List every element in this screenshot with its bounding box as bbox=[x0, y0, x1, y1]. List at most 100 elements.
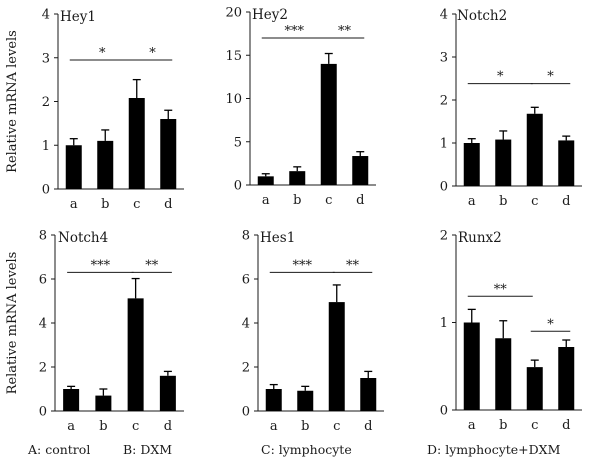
y-tick-label: 10 bbox=[225, 92, 242, 107]
significance-label: * bbox=[497, 70, 504, 85]
x-tick-label: b bbox=[101, 197, 109, 212]
bar bbox=[63, 389, 80, 411]
legend-lymphocyte-dxm: D: lymphocyte+DXM bbox=[427, 442, 561, 457]
bar bbox=[297, 390, 314, 411]
x-tick-label: b bbox=[99, 419, 107, 434]
bar bbox=[360, 378, 377, 411]
y-tick-label: 8 bbox=[39, 229, 47, 244]
y-tick-label: 4 bbox=[440, 8, 448, 23]
x-tick-label: c bbox=[132, 419, 139, 434]
legend-dxm: B: DXM bbox=[123, 442, 172, 457]
significance-label: ** bbox=[346, 258, 360, 273]
y-tick-label: 2 bbox=[242, 361, 250, 376]
bar bbox=[352, 156, 369, 185]
x-tick-label: a bbox=[262, 193, 270, 208]
x-tick-label: d bbox=[164, 419, 172, 434]
y-tick-label: 0 bbox=[242, 405, 250, 420]
bar bbox=[463, 322, 480, 410]
significance-label: * bbox=[99, 46, 106, 61]
significance-label: * bbox=[149, 46, 156, 61]
x-tick-label: d bbox=[562, 194, 570, 209]
y-tick-label: 0 bbox=[42, 183, 50, 198]
bar bbox=[558, 140, 575, 186]
x-tick-label: d bbox=[364, 419, 372, 434]
y-axis-label: Relative mRNA levels bbox=[5, 30, 20, 173]
y-tick-label: 6 bbox=[39, 273, 47, 288]
chart-title: Hey2 bbox=[252, 7, 288, 23]
panel-hey1: 0 1 2 3 4 Hey1 Relative mRNA levels a b c d * * bbox=[5, 8, 184, 212]
bar bbox=[495, 338, 512, 410]
bar bbox=[495, 139, 512, 186]
chart-title: Runx2 bbox=[458, 230, 502, 246]
x-tick-label: d bbox=[562, 418, 570, 433]
panel-notch2: 0 1 2 3 4 Notch2 a b c d * * bbox=[440, 8, 582, 209]
bar bbox=[526, 113, 543, 186]
x-tick-label: b bbox=[499, 418, 507, 433]
y-tick-label: 2 bbox=[440, 94, 448, 109]
y-axis-label: Relative mRNA levels bbox=[5, 252, 20, 395]
significance-label: *** bbox=[293, 258, 313, 273]
y-tick-label: 4 bbox=[242, 317, 250, 332]
y-tick-label: 2 bbox=[42, 95, 50, 110]
x-tick-label: a bbox=[67, 419, 75, 434]
chart-title: Notch4 bbox=[58, 230, 108, 246]
legend-lymphocyte: C: lymphocyte bbox=[261, 442, 352, 457]
bar bbox=[257, 176, 274, 185]
y-tick-label: 0 bbox=[440, 180, 448, 195]
x-tick-label: b bbox=[499, 194, 507, 209]
x-tick-label: c bbox=[531, 418, 538, 433]
y-tick-label: 0 bbox=[234, 179, 242, 194]
x-tick-label: c bbox=[133, 197, 140, 212]
x-tick-label: a bbox=[270, 419, 278, 434]
x-tick-label: d bbox=[356, 193, 364, 208]
significance-label: * bbox=[547, 70, 554, 85]
x-tick-label: b bbox=[293, 193, 301, 208]
y-tick-label: 15 bbox=[225, 49, 242, 64]
y-tick-label: 20 bbox=[225, 6, 242, 21]
bar bbox=[65, 145, 82, 189]
chart-title: Hey1 bbox=[60, 9, 96, 25]
significance-label: ** bbox=[145, 258, 159, 273]
bar bbox=[558, 347, 575, 410]
y-tick-label: 3 bbox=[42, 51, 50, 66]
significance-label: *** bbox=[91, 258, 111, 273]
significance-label: ** bbox=[494, 282, 508, 297]
bar bbox=[127, 298, 144, 411]
x-tick-label: a bbox=[70, 197, 78, 212]
significance-label: *** bbox=[285, 24, 305, 39]
y-tick-label: 1 bbox=[440, 316, 448, 331]
y-tick-label: 8 bbox=[242, 229, 250, 244]
y-tick-label: 6 bbox=[242, 273, 250, 288]
x-tick-label: a bbox=[468, 194, 476, 209]
bar bbox=[328, 302, 345, 411]
bar bbox=[289, 171, 306, 185]
x-tick-label: d bbox=[164, 197, 172, 212]
chart-title: Hes1 bbox=[260, 230, 295, 246]
bar bbox=[128, 98, 145, 189]
bar bbox=[463, 143, 480, 186]
bar bbox=[265, 389, 282, 411]
x-tick-label: c bbox=[325, 193, 332, 208]
significance-label: ** bbox=[338, 24, 352, 39]
bar bbox=[97, 140, 114, 189]
x-tick-label: b bbox=[301, 419, 309, 434]
y-tick-label: 3 bbox=[440, 51, 448, 66]
y-tick-label: 2 bbox=[39, 361, 47, 376]
bar bbox=[159, 375, 176, 411]
x-tick-label: c bbox=[333, 419, 340, 434]
x-tick-label: c bbox=[531, 194, 538, 209]
legend-control: A: control bbox=[27, 442, 90, 457]
legend: A: control B: DXM C: lymphocyte D: lymph… bbox=[27, 442, 561, 457]
y-tick-label: 0 bbox=[39, 405, 47, 420]
y-tick-label: 4 bbox=[42, 8, 50, 23]
y-tick-label: 1 bbox=[440, 137, 448, 152]
x-tick-label: a bbox=[468, 418, 476, 433]
y-tick-label: 2 bbox=[440, 229, 448, 244]
chart-title: Notch2 bbox=[457, 8, 507, 24]
